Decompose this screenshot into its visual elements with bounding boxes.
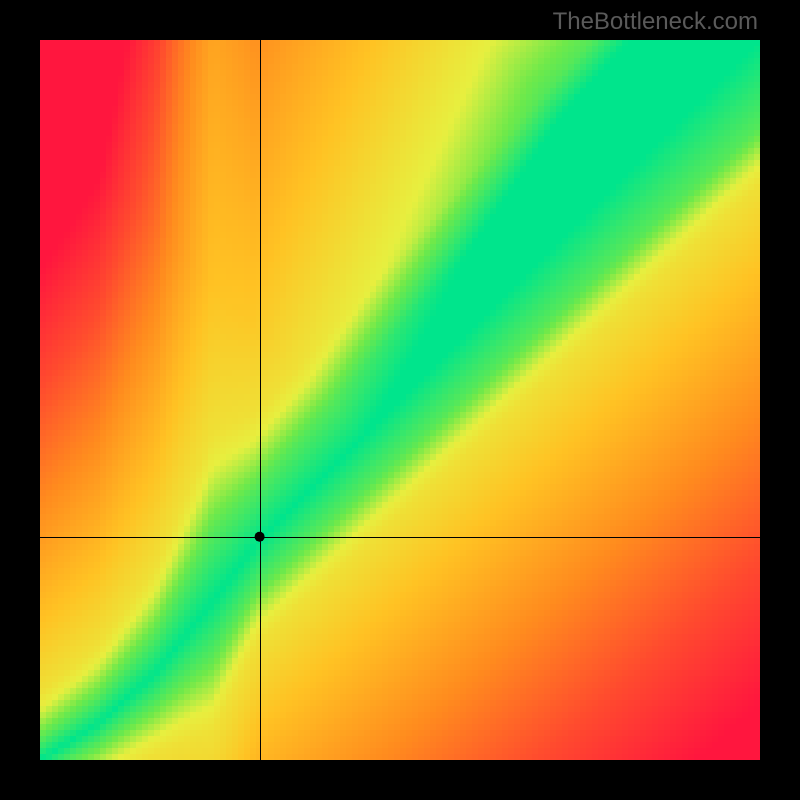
bottleneck-heatmap xyxy=(0,0,800,800)
chart-container: { "canvas": { "width": 800, "height": 80… xyxy=(0,0,800,800)
watermark-text: TheBottleneck.com xyxy=(553,8,758,36)
